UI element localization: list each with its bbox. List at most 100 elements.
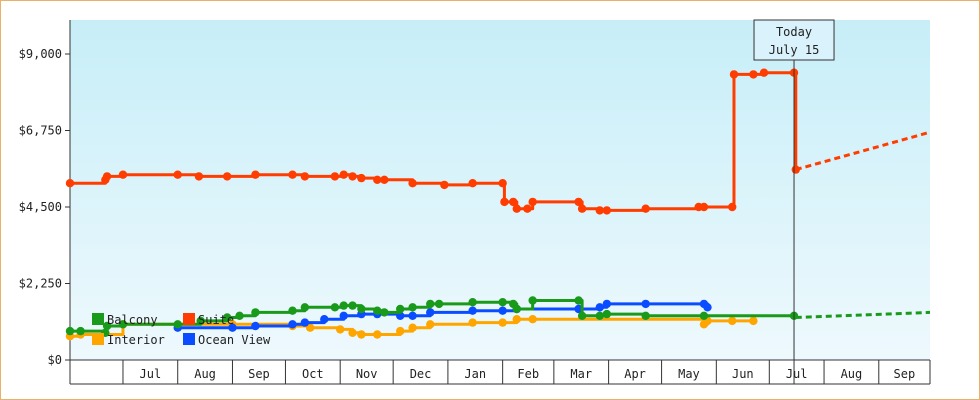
data-point-suite xyxy=(729,70,739,79)
x-tick-label: Mar xyxy=(570,367,592,381)
data-point-balcony xyxy=(595,311,604,320)
data-point-suite xyxy=(300,172,310,181)
data-point-balcony xyxy=(357,304,366,314)
data-point-balcony xyxy=(574,296,583,305)
y-tick-label: $4,500 xyxy=(19,200,62,214)
data-point-interior xyxy=(408,323,417,332)
data-point-suite xyxy=(173,170,182,179)
data-point-suite xyxy=(288,170,297,179)
data-point-suite xyxy=(330,172,340,181)
data-point-suite xyxy=(641,204,650,213)
data-point-ocean-view xyxy=(251,321,260,331)
data-point-suite xyxy=(373,175,382,184)
legend: Balcony Suite Interior Ocean View xyxy=(92,313,271,347)
today-callout-line2: July 15 xyxy=(769,43,820,57)
data-point-suite xyxy=(222,172,232,181)
legend-label-interior: Interior xyxy=(107,333,165,347)
data-point-ocean-view xyxy=(339,311,348,320)
data-point-ocean-view xyxy=(595,303,604,312)
data-point-balcony xyxy=(602,309,612,319)
y-tick-label: $6,750 xyxy=(19,124,62,138)
data-point-suite xyxy=(528,197,537,207)
data-point-ocean-view xyxy=(426,308,435,317)
data-point-suite xyxy=(118,170,128,179)
data-point-suite xyxy=(468,179,477,188)
data-point-ocean-view xyxy=(703,303,712,312)
x-tick-label: Apr xyxy=(624,367,646,381)
data-point-balcony xyxy=(102,321,112,331)
data-point-suite xyxy=(102,172,112,181)
data-point-balcony xyxy=(235,311,244,320)
data-point-balcony xyxy=(396,304,405,314)
data-point-balcony xyxy=(348,301,357,310)
data-point-balcony xyxy=(339,301,348,310)
data-point-balcony xyxy=(65,326,75,336)
y-tick-label: $2,250 xyxy=(19,277,62,291)
x-tick-label: Dec xyxy=(410,367,432,381)
data-point-balcony xyxy=(373,306,382,315)
data-point-suite xyxy=(500,197,509,207)
data-point-balcony xyxy=(196,316,205,326)
data-point-suite xyxy=(595,206,604,215)
today-callout-line1: Today xyxy=(776,25,812,39)
data-point-suite xyxy=(759,68,769,77)
data-point-balcony xyxy=(288,306,297,315)
data-point-balcony xyxy=(577,311,587,320)
data-point-interior xyxy=(305,323,315,332)
data-point-suite xyxy=(728,202,737,212)
data-point-balcony xyxy=(408,303,417,312)
data-point-balcony xyxy=(468,298,477,307)
data-point-suite xyxy=(749,70,758,79)
data-point-ocean-view xyxy=(300,318,310,327)
data-point-interior xyxy=(357,330,366,339)
data-point-balcony xyxy=(434,299,444,309)
x-tick-label: Nov xyxy=(356,367,378,381)
data-point-suite xyxy=(408,179,417,188)
x-tick-label: Feb xyxy=(517,367,539,381)
data-point-suite xyxy=(574,197,583,207)
data-point-balcony xyxy=(330,303,340,312)
data-point-suite xyxy=(251,170,260,179)
data-point-suite xyxy=(65,179,75,188)
forecast-line-balcony xyxy=(795,310,931,319)
data-point-interior xyxy=(728,316,737,326)
data-point-interior xyxy=(512,315,521,324)
legend-swatch-ocean-view xyxy=(183,333,195,345)
data-point-suite xyxy=(509,197,518,207)
data-point-ocean-view xyxy=(602,299,612,309)
legend-label-balcony: Balcony xyxy=(107,313,158,327)
data-point-ocean-view xyxy=(408,311,417,320)
x-tick-label: Aug xyxy=(841,367,863,381)
data-point-balcony xyxy=(251,308,260,317)
x-tick-label: Sep xyxy=(894,367,916,381)
x-tick-label: Sep xyxy=(248,367,270,381)
legend-swatch-suite xyxy=(183,313,195,325)
data-point-suite xyxy=(602,206,612,215)
data-point-suite xyxy=(348,172,357,181)
data-point-balcony xyxy=(300,303,310,312)
legend-swatch-balcony xyxy=(92,313,104,325)
data-point-interior xyxy=(348,328,357,337)
data-point-interior xyxy=(468,318,477,327)
data-point-suite xyxy=(440,180,449,190)
data-point-suite xyxy=(194,172,204,181)
data-point-suite xyxy=(512,204,521,213)
forecast-line-suite xyxy=(795,130,931,172)
x-tick-label: Oct xyxy=(302,367,324,381)
data-point-ocean-view xyxy=(228,323,237,332)
series-suite xyxy=(65,68,931,215)
x-tick-label: Jun xyxy=(732,367,754,381)
legend-label-ocean-view: Ocean View xyxy=(198,333,271,347)
legend-swatch-interior xyxy=(92,333,104,345)
x-tick-label: Jan xyxy=(464,367,486,381)
data-point-suite xyxy=(357,173,366,183)
data-point-suite xyxy=(380,175,389,184)
data-point-balcony xyxy=(76,326,85,336)
data-point-suite xyxy=(339,170,348,179)
data-point-interior xyxy=(335,325,345,334)
data-point-balcony xyxy=(498,298,507,307)
data-point-interior xyxy=(426,320,435,329)
data-point-balcony xyxy=(641,311,650,320)
data-point-interior xyxy=(749,316,758,326)
